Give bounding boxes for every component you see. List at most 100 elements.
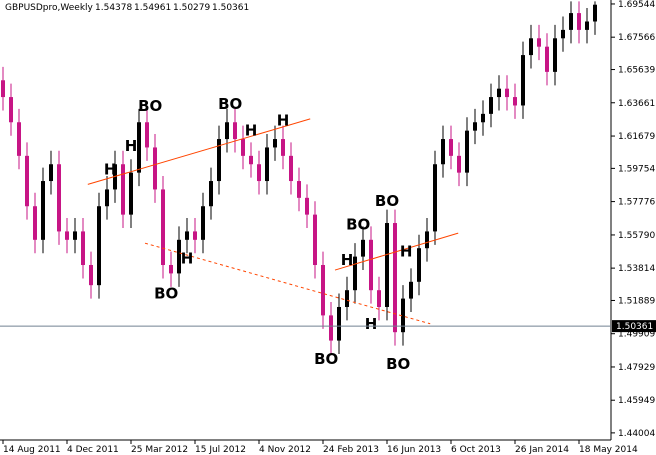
candle-body [433, 164, 437, 232]
candle-body [553, 38, 557, 72]
candle-body [49, 164, 53, 182]
pattern-label: H [277, 112, 290, 130]
candle-body [425, 231, 429, 249]
pattern-label: BO [375, 192, 399, 210]
candle-body [129, 172, 133, 215]
pattern-label: H [341, 251, 354, 269]
y-tick-label: 1.49909 [618, 330, 655, 340]
trendline [144, 242, 431, 325]
candle-body [377, 290, 381, 307]
candle-body [345, 290, 349, 307]
header-value: 1.54961 [134, 3, 171, 13]
y-tick-label: 1.51889 [618, 296, 655, 306]
trendline [87, 118, 311, 185]
candle-body [145, 122, 149, 148]
candle-body [361, 239, 365, 257]
candle-body [465, 130, 469, 173]
x-tick-label: 4 Nov 2012 [259, 445, 311, 455]
candle-body [521, 55, 525, 106]
y-tick-label: 1.57776 [618, 198, 655, 208]
candle-body [489, 97, 493, 114]
candle-body [41, 181, 45, 240]
candle-body [153, 147, 157, 190]
candle-body [225, 122, 229, 140]
header-value: 1.54378 [95, 3, 132, 13]
candle-body [57, 164, 61, 232]
pattern-label: H [245, 122, 258, 140]
candle-body [169, 265, 173, 274]
candle-body [313, 214, 317, 266]
candle-body [89, 265, 93, 286]
candle-body [353, 256, 357, 291]
pattern-label: H [104, 160, 117, 178]
price-label-box [612, 320, 656, 333]
candle-body [393, 223, 397, 333]
candle-body [321, 265, 325, 316]
candle-body [17, 122, 21, 156]
y-tick-label: 1.61679 [618, 132, 655, 142]
candle-body [65, 231, 69, 240]
candle-body [457, 155, 461, 173]
candle-body [297, 181, 301, 198]
y-tick-label: 1.63661 [618, 99, 655, 109]
pattern-label: H [181, 249, 194, 267]
chart-title: GBPUSDpro,Weekly [5, 3, 94, 13]
y-tick-label: 1.65639 [618, 66, 655, 76]
candle-body [1, 80, 5, 98]
candle-body [449, 139, 453, 156]
candle-body [257, 164, 261, 182]
candle-body [273, 139, 277, 148]
candle-body [249, 155, 253, 165]
candle-body [337, 306, 341, 341]
trendline [334, 232, 459, 271]
candle-body [329, 315, 333, 341]
price-label: 1.50361 [616, 322, 653, 332]
pattern-label: BO [346, 216, 370, 234]
x-tick-label: 18 May 2014 [579, 445, 638, 455]
candle-body [97, 206, 101, 286]
candle-body [481, 113, 485, 123]
candle-body [137, 122, 141, 173]
candle-body [209, 181, 213, 207]
candle-body [185, 231, 189, 240]
candle-body [385, 223, 389, 307]
candle-body [177, 239, 181, 274]
candle-body [537, 38, 541, 47]
candle-body [545, 46, 549, 72]
pattern-label: BO [314, 350, 338, 368]
x-tick-label: 6 Oct 2013 [451, 445, 501, 455]
candle-body [217, 139, 221, 182]
x-tick-label: 4 Dec 2011 [67, 445, 119, 455]
candle-body [201, 206, 205, 240]
pattern-label: H [125, 137, 138, 155]
candle-body [577, 13, 581, 30]
pattern-label: BO [138, 97, 162, 115]
candle-body [513, 97, 517, 106]
candle-body [105, 189, 109, 207]
x-tick-label: 26 Jan 2014 [515, 445, 569, 455]
candle-body [305, 197, 309, 215]
x-tick-label: 15 Jul 2012 [195, 445, 246, 455]
candle-body [585, 21, 589, 30]
candle-body [529, 38, 533, 56]
candle-body [401, 298, 405, 333]
candle-body [81, 231, 85, 266]
pattern-label: BO [218, 95, 242, 113]
candle-body [473, 122, 477, 131]
candle-body [593, 4, 597, 22]
candle-body [241, 139, 245, 156]
pattern-label: BO [154, 285, 178, 303]
candle-body [441, 139, 445, 165]
candle-body [369, 239, 373, 291]
candle-body [289, 155, 293, 182]
candle-body [193, 231, 197, 240]
y-tick-label: 1.47929 [618, 363, 655, 373]
y-tick-label: 1.69544 [618, 0, 655, 10]
y-tick-label: 1.45949 [618, 396, 655, 406]
pattern-label: H [400, 243, 413, 261]
candle-body [409, 281, 413, 299]
header-value: 1.50361 [212, 3, 249, 13]
y-tick-label: 1.53814 [618, 264, 655, 274]
x-tick-label: 25 Mar 2012 [131, 445, 188, 455]
